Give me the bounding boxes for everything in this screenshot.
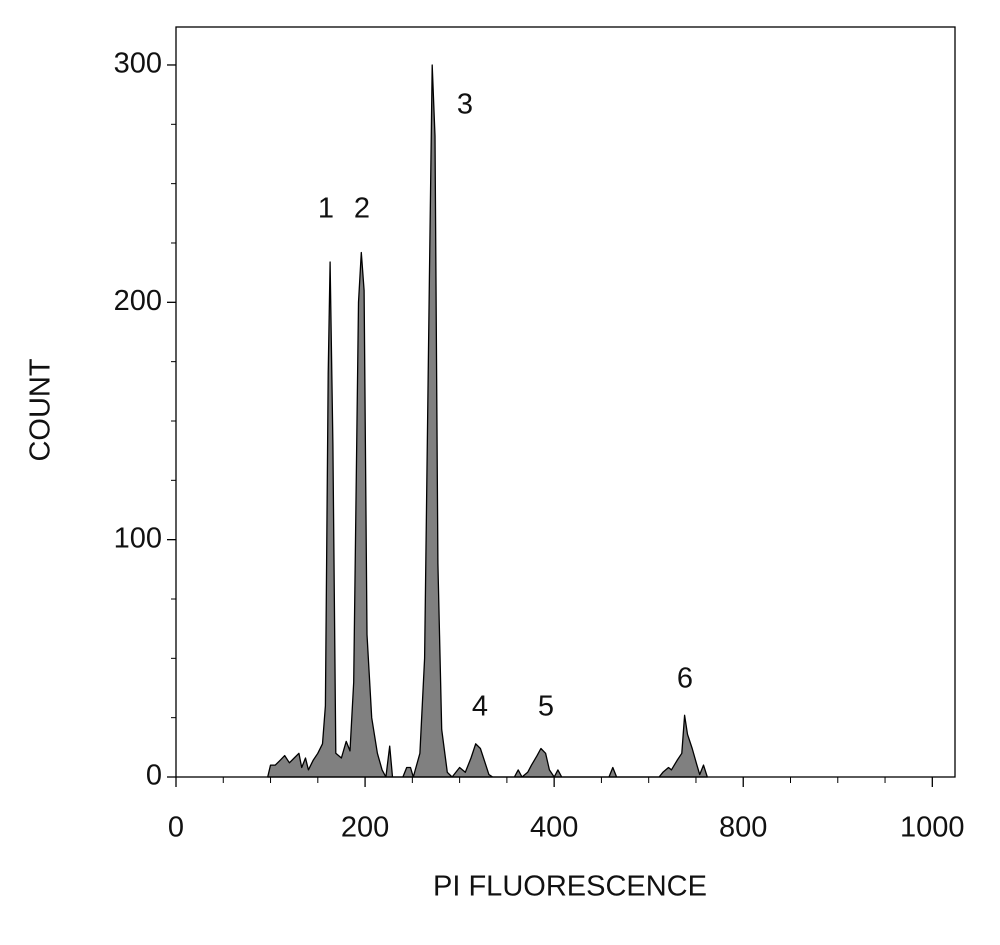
plot-frame bbox=[175, 26, 956, 778]
peak-annotation: 3 bbox=[457, 89, 473, 121]
x-tick-label: 0 bbox=[168, 812, 184, 844]
peak-annotation: 5 bbox=[538, 691, 554, 723]
x-tick-label: 400 bbox=[530, 812, 578, 844]
y-axis-label: COUNT bbox=[25, 358, 57, 461]
peak-annotation: 1 bbox=[318, 193, 334, 225]
y-tick-label: 200 bbox=[114, 285, 162, 317]
y-tick-label: 0 bbox=[146, 760, 162, 792]
x-tick-label: 1000 bbox=[900, 812, 965, 844]
peak-annotation: 4 bbox=[472, 691, 488, 723]
x-axis-label: PI FLUORESCENCE bbox=[433, 871, 707, 903]
x-tick-label: 800 bbox=[719, 812, 767, 844]
x-tick-label: 200 bbox=[341, 812, 389, 844]
y-tick-label: 300 bbox=[114, 48, 162, 80]
histogram-area bbox=[267, 64, 708, 778]
peak-annotation: 6 bbox=[677, 663, 693, 695]
peak-annotation: 2 bbox=[354, 193, 370, 225]
y-tick-label: 100 bbox=[114, 522, 162, 554]
